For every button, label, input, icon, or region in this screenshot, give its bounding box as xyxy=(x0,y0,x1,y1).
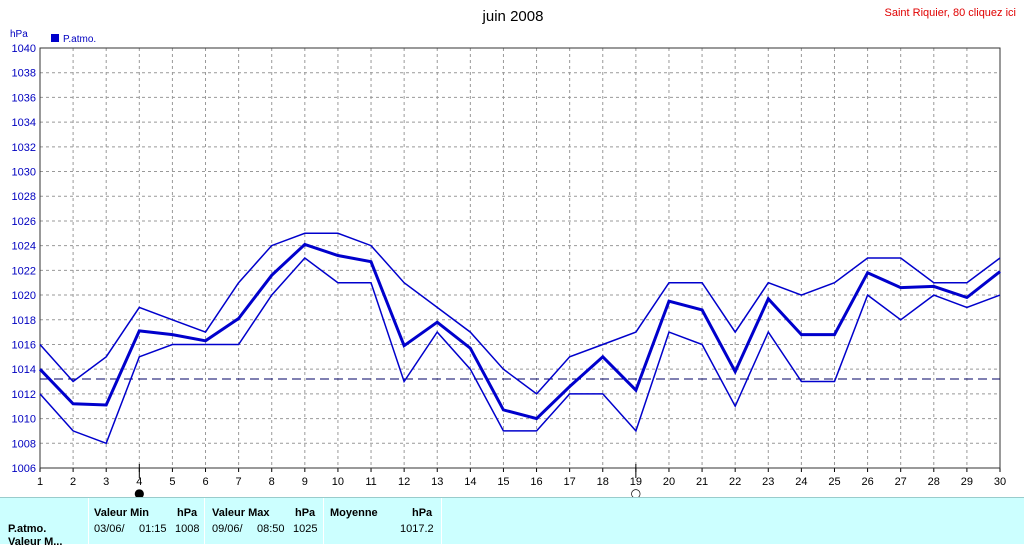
mean-unit: hPa xyxy=(412,507,433,519)
x-tick-label: 9 xyxy=(302,476,308,488)
series-line-max xyxy=(39,232,1001,395)
mean-value: 1017.2 xyxy=(400,523,434,535)
plot-frame xyxy=(39,47,1001,469)
x-tick-label: 15 xyxy=(497,476,509,488)
stats-row-label: P.atmo. xyxy=(8,523,47,535)
stats-row-label-2: Valeur M... xyxy=(8,536,63,548)
y-tick-label: 1030 xyxy=(12,167,36,179)
min-time: 01:15 xyxy=(139,523,167,535)
y-tick-label: 1028 xyxy=(12,191,36,203)
x-tick-label: 3 xyxy=(103,476,109,488)
y-tick-label: 1008 xyxy=(12,438,36,450)
max-date: 09/06/ xyxy=(212,523,243,535)
stats-max-cell: Valeur Max hPa 09/06/ 08:50 1025 xyxy=(205,498,324,544)
mean-header: Moyenne xyxy=(330,507,378,519)
full-moon-icon: ○ xyxy=(631,486,641,497)
y-tick-label: 1026 xyxy=(12,216,36,228)
y-tick-label: 1040 xyxy=(12,43,36,55)
x-tick-label: 8 xyxy=(269,476,275,488)
x-tick-label: 14 xyxy=(464,476,476,488)
min-date: 03/06/ xyxy=(94,523,125,535)
x-tick-label: 18 xyxy=(597,476,609,488)
legend-label: P.atmo. xyxy=(63,34,96,45)
y-tick-label: 1034 xyxy=(12,117,36,129)
y-tick-label: 1024 xyxy=(12,241,36,253)
min-value: 1008 xyxy=(175,523,200,535)
x-tick-label: 22 xyxy=(729,476,741,488)
min-header: Valeur Min xyxy=(94,507,150,519)
x-tick-label: 13 xyxy=(431,476,443,488)
x-tick-label: 20 xyxy=(663,476,675,488)
stats-mean-cell: Moyenne hPa 1017.2 xyxy=(324,498,442,544)
x-tick-label: 24 xyxy=(795,476,807,488)
x-tick-label: 28 xyxy=(928,476,940,488)
x-tick-label: 2 xyxy=(70,476,76,488)
min-unit: hPa xyxy=(177,507,198,519)
series xyxy=(38,232,1001,445)
chart-title: juin 2008 xyxy=(482,8,544,25)
station-link[interactable]: Saint Riquier, 80 cliquez ici xyxy=(885,7,1016,19)
y-tick-label: 1006 xyxy=(12,463,36,475)
x-tick-label: 16 xyxy=(530,476,542,488)
x-tick-label: 10 xyxy=(332,476,344,488)
new-moon-icon: ● xyxy=(134,486,144,497)
y-tick-label: 1032 xyxy=(12,142,36,154)
y-unit-label: hPa xyxy=(10,29,28,40)
x-tick-label: 19 xyxy=(630,476,642,488)
x-tick-label: 11 xyxy=(365,476,376,488)
max-time: 08:50 xyxy=(257,523,285,535)
y-tick-label: 1016 xyxy=(12,339,36,351)
max-header: Valeur Max xyxy=(212,507,270,519)
x-tick-label: 27 xyxy=(895,476,907,488)
y-tick-label: 1038 xyxy=(12,68,36,80)
series-line-mean xyxy=(38,242,1001,421)
grid xyxy=(39,47,1001,469)
stats-row-label-cell: P.atmo. Valeur M... xyxy=(0,498,89,548)
y-tick-label: 1018 xyxy=(12,315,36,327)
stats-min-cell: Valeur Min hPa 03/06/ 01:15 1008 xyxy=(89,498,205,544)
max-unit: hPa xyxy=(295,507,316,519)
y-tick-label: 1012 xyxy=(12,389,36,401)
x-tick-label: 26 xyxy=(861,476,873,488)
x-tick-label: 21 xyxy=(696,476,708,488)
x-tick-label: 4 xyxy=(136,476,142,488)
legend-swatch xyxy=(51,34,59,42)
x-tick-label: 29 xyxy=(961,476,973,488)
x-tick-label: 30 xyxy=(994,476,1006,488)
y-tick-label: 1022 xyxy=(12,265,36,277)
y-tick-label: 1036 xyxy=(12,92,36,104)
series-line-min xyxy=(39,256,1001,445)
stats-panel: P.atmo. Valeur M... Valeur Min hPa 03/06… xyxy=(0,497,1024,548)
moon-markers: ● ○ xyxy=(134,464,641,497)
x-tick-label: 1 xyxy=(37,476,43,488)
x-tick-label: 17 xyxy=(564,476,576,488)
x-tick-label: 25 xyxy=(828,476,840,488)
x-tick-label: 6 xyxy=(202,476,208,488)
y-tick-label: 1010 xyxy=(12,414,36,426)
x-tick-label: 5 xyxy=(169,476,175,488)
x-tick-label: 12 xyxy=(398,476,410,488)
y-tick-label: 1014 xyxy=(12,364,36,376)
x-tick-label: 23 xyxy=(762,476,774,488)
x-tick-label: 7 xyxy=(236,476,242,488)
y-tick-label: 1020 xyxy=(12,290,36,302)
max-value: 1025 xyxy=(293,523,318,535)
pressure-chart: juin 2008 Saint Riquier, 80 cliquez ici … xyxy=(10,7,1016,497)
